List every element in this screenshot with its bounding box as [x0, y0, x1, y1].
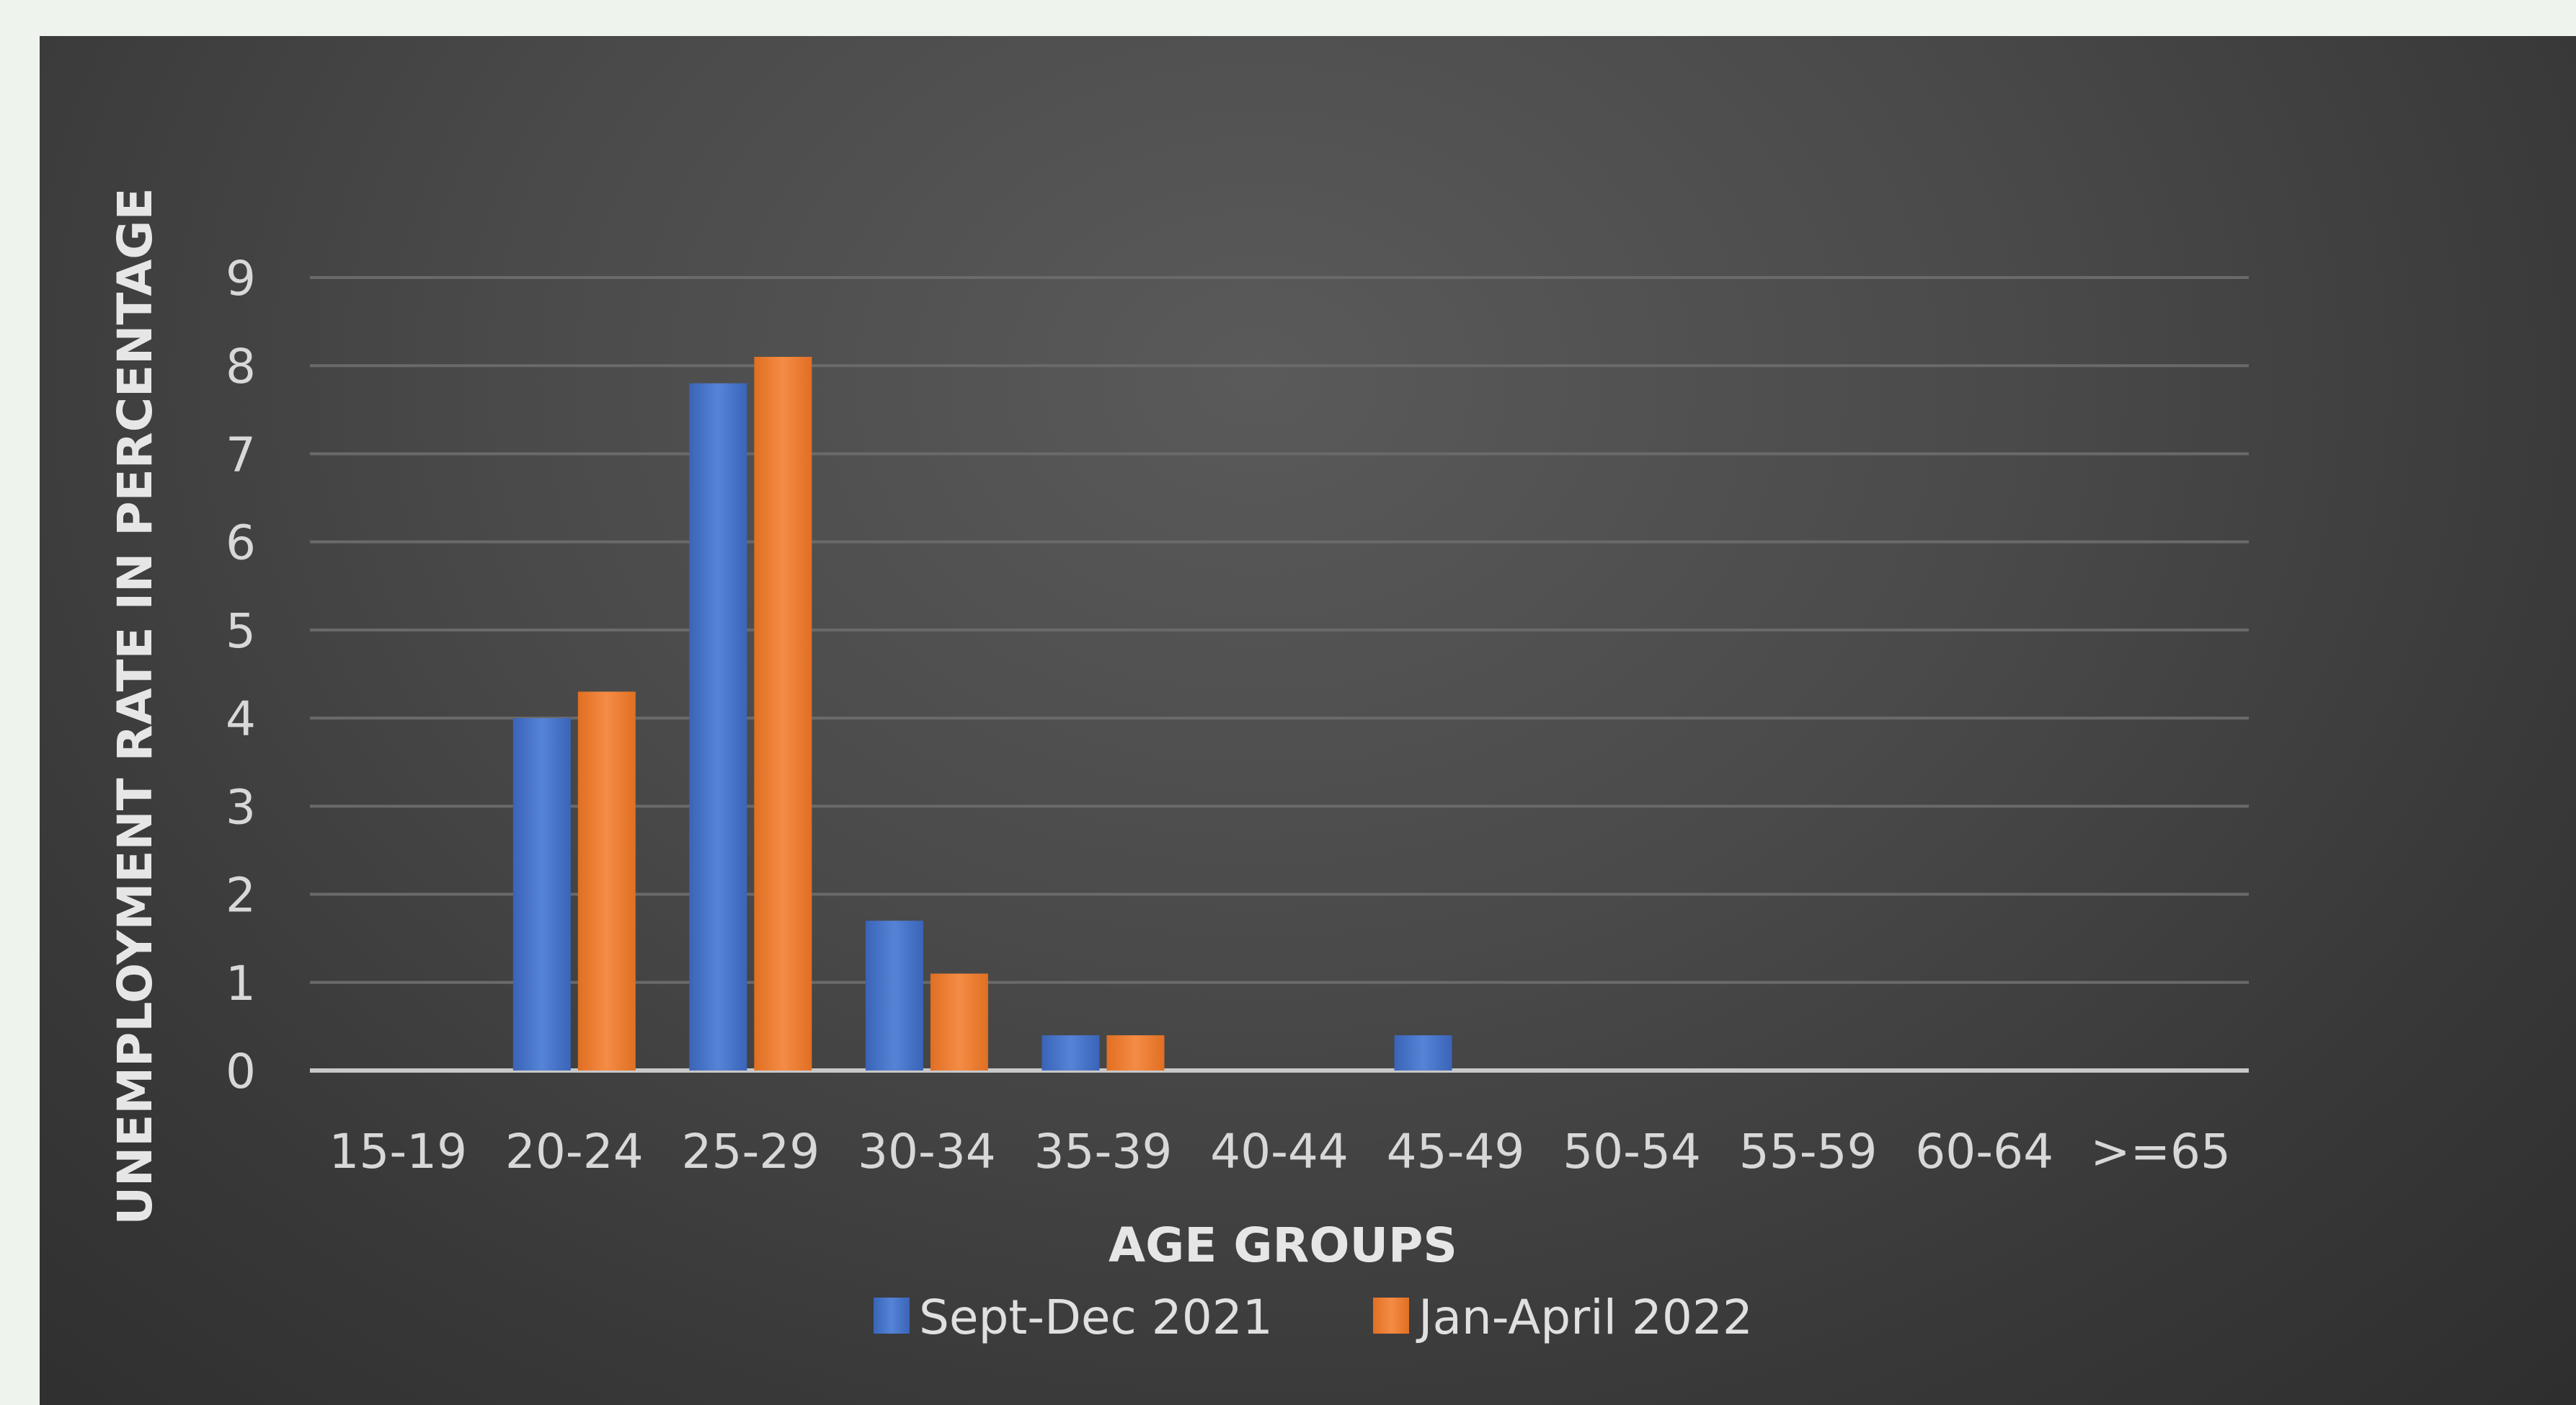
x-tick-label: 25-29 [681, 1124, 820, 1179]
y-axis-title: UNEMPLOYMENT RATE IN PERCENTAGE [107, 187, 163, 1225]
legend-swatch-series-2 [1373, 1298, 1409, 1334]
x-tick-label: 20-24 [505, 1124, 644, 1179]
bar-series-2 [754, 357, 812, 1071]
x-tick-label: 30-34 [858, 1124, 996, 1179]
x-tick-label: 50-54 [1563, 1124, 1701, 1179]
y-tick-label: 2 [226, 868, 256, 923]
y-tick-label: 5 [226, 603, 256, 659]
legend: Sept-Dec 2021 Jan-April 2022 [874, 1290, 1753, 1345]
bar-series-1 [689, 384, 747, 1071]
bar-series-1 [866, 921, 923, 1071]
legend-label-series-2: Jan-April 2022 [1416, 1290, 1753, 1345]
bar-series-2 [578, 691, 636, 1071]
x-tick-label: >=65 [2090, 1124, 2231, 1179]
y-tick-label: 1 [226, 956, 256, 1011]
x-axis-ticks: 15-19 20-24 25-29 30-34 35-39 40-44 45-49 50-54… [329, 1124, 2231, 1179]
bars [513, 357, 1452, 1071]
y-tick-label: 4 [226, 691, 256, 747]
y-tick-label: 3 [226, 779, 256, 835]
y-tick-label: 7 [226, 427, 256, 482]
x-tick-label: 45-49 [1387, 1124, 1525, 1179]
y-tick-label: 8 [226, 339, 256, 394]
x-tick-label: 15-19 [329, 1124, 467, 1179]
bar-series-1 [1395, 1035, 1452, 1071]
x-tick-label: 35-39 [1034, 1124, 1173, 1179]
y-tick-label: 9 [226, 251, 256, 306]
y-axis-ticks: 0 1 2 3 4 5 6 7 8 9 [226, 251, 256, 1099]
x-axis-title: AGE GROUPS [1109, 1218, 1457, 1273]
y-tick-label: 0 [226, 1044, 256, 1099]
bar-series-2 [1106, 1035, 1164, 1071]
legend-label-series-1: Sept-Dec 2021 [919, 1290, 1273, 1345]
x-tick-label: 60-64 [1915, 1124, 2053, 1179]
bar-series-1 [513, 718, 571, 1071]
legend-swatch-series-1 [874, 1298, 910, 1334]
bar-series-2 [931, 974, 988, 1071]
x-tick-label: 55-59 [1739, 1124, 1878, 1179]
y-tick-label: 6 [226, 515, 256, 571]
x-tick-label: 40-44 [1210, 1124, 1349, 1179]
bar-series-1 [1041, 1035, 1099, 1071]
